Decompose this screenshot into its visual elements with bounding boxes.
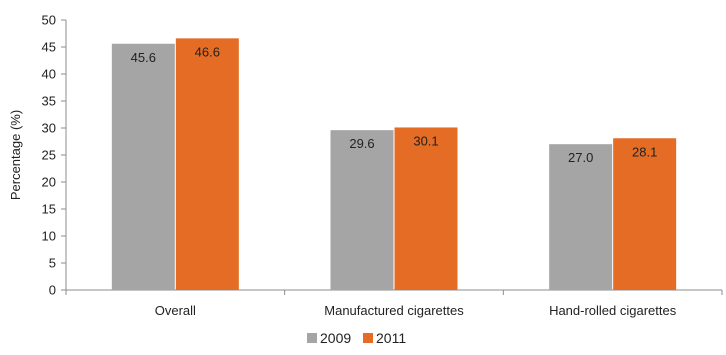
data-label: 46.6 xyxy=(195,44,220,59)
y-tick-label: 25 xyxy=(42,148,56,163)
y-tick-label: 45 xyxy=(42,40,56,55)
y-tick-label: 5 xyxy=(49,256,56,271)
x-category-label: Overall xyxy=(155,303,196,318)
legend-label: 2011 xyxy=(376,330,406,346)
data-label: 45.6 xyxy=(131,50,156,65)
legend-swatch xyxy=(307,333,317,343)
legend-swatch xyxy=(363,333,373,343)
y-tick-label: 50 xyxy=(42,13,56,28)
data-label: 27.0 xyxy=(568,150,593,165)
y-tick-label: 40 xyxy=(42,67,56,82)
chart-bars xyxy=(111,38,677,291)
bar xyxy=(111,43,175,291)
data-label: 28.1 xyxy=(632,144,657,159)
data-label: 30.1 xyxy=(413,133,438,148)
y-tick-label: 20 xyxy=(42,175,56,190)
x-category-label: Manufactured cigarettes xyxy=(324,303,464,318)
x-category-label: Hand-rolled cigarettes xyxy=(549,303,677,318)
y-tick-label: 15 xyxy=(42,202,56,217)
bar xyxy=(330,130,394,290)
chart-axes: 0 5 10 15 20 25 30 35 40 45 50 Overall Manufactured … xyxy=(42,13,723,318)
y-tick-label: 35 xyxy=(42,94,56,109)
chart-data-labels: 45.6 46.6 29.6 30.1 27.0 28.1 xyxy=(131,44,658,165)
y-axis-label: Percentage (%) xyxy=(8,110,23,200)
legend: 2009 2011 xyxy=(307,330,406,346)
y-tick-label: 30 xyxy=(42,121,56,136)
bar xyxy=(175,38,239,290)
data-label: 29.6 xyxy=(349,136,374,151)
bar xyxy=(549,144,613,290)
legend-label: 2009 xyxy=(320,330,351,346)
bar xyxy=(613,138,677,290)
y-tick-label: 0 xyxy=(49,283,56,298)
bar xyxy=(394,127,458,291)
y-tick-label: 10 xyxy=(42,229,56,244)
